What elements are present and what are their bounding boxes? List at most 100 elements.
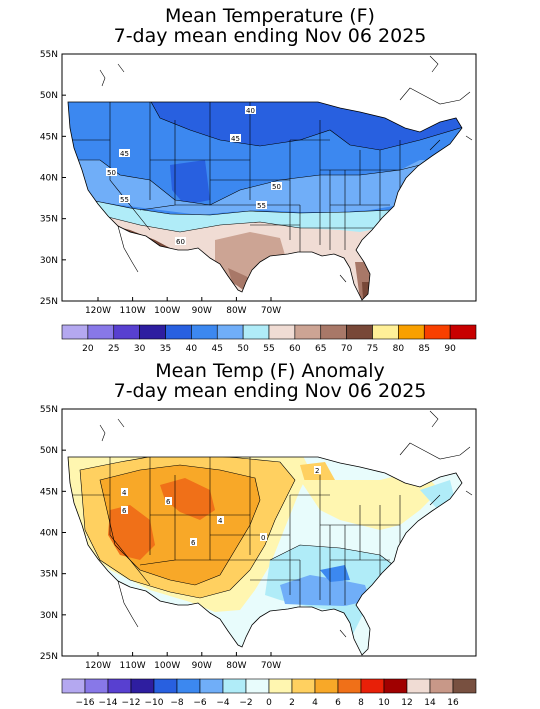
legend-swatch	[294, 324, 322, 340]
panel1-state-borders	[70, 102, 401, 255]
panel1-fill-40-rockies	[170, 160, 210, 205]
panel2-contour-label: 6	[191, 539, 196, 547]
legend-value: 4	[312, 698, 318, 708]
legend-swatch	[372, 324, 399, 340]
panel1-contour-label: 55	[257, 202, 266, 210]
legend-value: 30	[134, 344, 146, 354]
lat-label: 25N	[40, 297, 58, 307]
legend-value: 70	[341, 344, 353, 354]
panel2-longitude-labels: 120W 110W 100W 90W 80W 70W	[85, 652, 281, 671]
panel2-fill-8-west	[108, 505, 155, 560]
legend-value: 25	[108, 344, 119, 354]
legend-value: 80	[393, 344, 405, 354]
lon-label: 80W	[226, 306, 246, 316]
panel2-contour-label: 0	[261, 534, 265, 542]
legend-swatch	[423, 324, 451, 340]
lat-label: 50N	[40, 91, 58, 101]
legend-swatch	[113, 324, 140, 340]
lat-label: 50N	[40, 446, 58, 456]
panel2-fill-neg4	[280, 575, 370, 606]
panel2-contour-label-bg	[217, 516, 224, 524]
panel2-state-borders	[70, 457, 401, 610]
panel1-contour-label-bg	[256, 201, 267, 209]
legend-swatch	[222, 678, 247, 694]
lat-label: 40N	[40, 529, 58, 539]
legend-value: 50	[237, 344, 249, 354]
legend-swatch	[268, 324, 296, 340]
lon-label: 80W	[226, 661, 246, 671]
legend-swatch	[176, 678, 201, 694]
panel1-contour-label: 60	[176, 238, 185, 246]
legend-swatch	[337, 678, 362, 694]
lat-label: 25N	[40, 652, 58, 662]
lon-label: 90W	[192, 306, 212, 316]
legend-value: 2	[289, 698, 295, 708]
panel1-contour-label: 45	[120, 150, 129, 158]
panel1-contour-label: 50	[107, 169, 116, 177]
lon-label: 120W	[85, 306, 111, 316]
legend-value: 12	[401, 698, 412, 708]
legend-value: −8	[170, 698, 184, 708]
legend-swatch	[84, 678, 109, 694]
legend-swatch	[383, 678, 408, 694]
legend-value: −10	[145, 698, 164, 708]
legend-value: −12	[122, 698, 141, 708]
legend-value: 20	[82, 344, 94, 354]
panel1-contour-label-bg	[119, 149, 130, 157]
lon-label: 100W	[154, 306, 180, 316]
panel1-longitude-labels: 120W 110W 100W 90W 80W 70W	[85, 297, 281, 316]
legend-swatch	[429, 678, 454, 694]
legend-swatch	[346, 324, 373, 340]
lon-label: 110W	[120, 661, 146, 671]
legend-swatch	[153, 678, 178, 694]
legend-swatch	[268, 678, 293, 694]
legend-swatch	[406, 678, 431, 694]
lat-label: 35N	[40, 570, 58, 580]
legend-value: 90	[444, 344, 456, 354]
lat-label: 40N	[40, 174, 58, 184]
legend-value: 16	[447, 698, 459, 708]
legend-value: 60	[289, 344, 301, 354]
lon-label: 70W	[261, 306, 281, 316]
legend-value: −6	[193, 698, 207, 708]
panel1-map: 40 45 45 50 50 55 55 60 55N 50N 45N 40N 35N 3…	[40, 50, 477, 354]
panel2-contour-label-bg	[190, 538, 197, 546]
legend-value: 40	[186, 344, 198, 354]
panel2-us-outline	[67, 456, 463, 656]
panel1-contour-label-bg	[106, 168, 117, 176]
panel1-contour-label-bg	[230, 134, 241, 142]
panel2-fill-8-central	[160, 478, 215, 520]
legend-swatch	[61, 324, 89, 340]
panel1-us-outline	[67, 101, 463, 301]
legend-value: 10	[378, 698, 390, 708]
panel1-contour-label-bg	[271, 182, 282, 190]
panel1-outside-coastlines	[99, 55, 473, 283]
panel2-contour-label: 6	[122, 507, 127, 515]
legend-value: 85	[419, 344, 430, 354]
legend-value: 65	[315, 344, 326, 354]
lat-label: 55N	[40, 405, 58, 415]
panel2-fill-neg6	[320, 565, 350, 582]
legend-value: 75	[367, 344, 378, 354]
panel1-contour-label: 55	[120, 196, 129, 204]
panel2-fill-2-east	[300, 470, 440, 530]
legend-swatch	[242, 324, 270, 340]
lon-label: 90W	[192, 661, 212, 671]
panel2-contour-label-bg	[121, 488, 128, 496]
panel2-map: 4 6 6 6 4 2 0 2 55N 50N 45N 40N 35N 30N 25N 12…	[40, 405, 477, 708]
legend-swatch	[360, 678, 385, 694]
panel2-contour-label-bg	[314, 466, 321, 474]
panel2-color-legend: −16 −14 −12 −10 −8 −6 −4 −2 0 2 4 6 8 10 12 14 16	[61, 678, 477, 708]
legend-swatch	[199, 678, 224, 694]
legend-swatch	[61, 678, 86, 694]
legend-swatch	[130, 678, 155, 694]
legend-value: 0	[266, 698, 272, 708]
panel1-fill-40-north	[150, 102, 330, 146]
legend-swatch	[452, 678, 477, 694]
panel2-contour-label: 6	[166, 498, 171, 506]
lon-label: 120W	[85, 661, 111, 671]
panel1-title-line1: Mean Temperature (F)	[165, 5, 375, 27]
legend-value: 45	[212, 344, 223, 354]
panel2-contour-label-bg	[260, 533, 267, 541]
